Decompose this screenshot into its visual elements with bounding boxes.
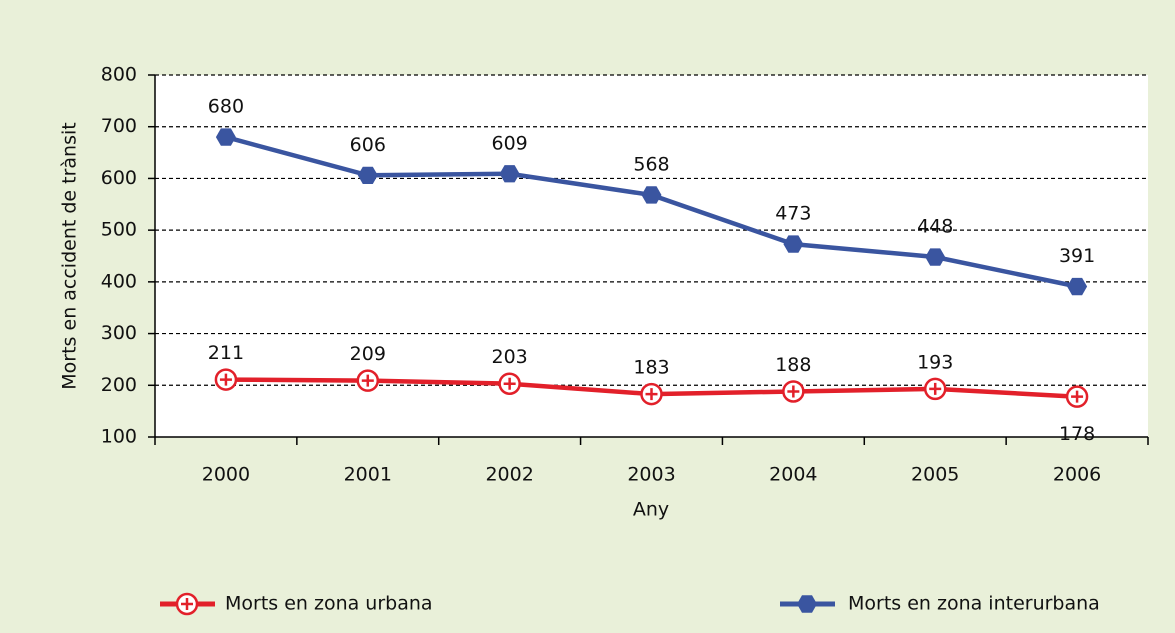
y-tick-label: 400: [101, 270, 137, 292]
x-tick-label: 2001: [344, 464, 392, 486]
marker-plus: [181, 598, 193, 610]
marker-plus: [1071, 390, 1084, 403]
marker: [498, 372, 521, 395]
marker: [641, 186, 662, 204]
marker: [1067, 277, 1088, 296]
marker-plus: [929, 382, 942, 395]
data-label: 609: [492, 132, 528, 154]
x-tick-label: 2005: [911, 464, 959, 486]
legend-label: Morts en zona urbana: [225, 593, 433, 615]
legend-label: Morts en zona interurbana: [848, 593, 1100, 615]
plot-area: [155, 75, 1148, 437]
x-axis-title: Any: [633, 499, 669, 521]
data-label: 473: [775, 203, 811, 225]
marker: [925, 248, 946, 266]
marker: [499, 165, 520, 183]
data-label: 448: [917, 216, 953, 238]
marker: [1065, 385, 1089, 408]
marker: [923, 377, 947, 401]
data-label: 183: [633, 357, 669, 379]
data-label: 211: [208, 342, 244, 364]
marker-plus: [787, 385, 800, 398]
x-tick-label: 2002: [485, 464, 533, 486]
marker: [214, 368, 238, 391]
marker: [783, 235, 804, 253]
data-label: 606: [350, 134, 386, 156]
marker-plus: [361, 374, 374, 387]
marker-plus: [645, 388, 658, 401]
marker: [640, 382, 663, 406]
data-label: 178: [1059, 423, 1095, 445]
y-tick-label: 600: [101, 167, 137, 189]
marker: [175, 592, 199, 616]
y-tick-label: 500: [101, 219, 137, 241]
y-tick-label: 700: [101, 115, 137, 137]
x-tick-label: 2000: [202, 464, 250, 486]
y-axis-title: Morts en accident de trànsit: [59, 122, 81, 389]
marker: [215, 128, 236, 146]
data-label: 193: [917, 351, 953, 373]
marker: [782, 380, 805, 403]
x-tick-label: 2003: [627, 464, 675, 486]
x-tick-label: 2006: [1053, 464, 1101, 486]
marker: [357, 166, 378, 184]
y-tick-label: 800: [101, 64, 137, 86]
marker: [356, 369, 380, 392]
marker-plus: [503, 377, 516, 390]
y-tick-label: 200: [101, 374, 137, 396]
data-label: 568: [633, 153, 669, 175]
data-label: 680: [208, 96, 244, 118]
marker-plus: [219, 373, 232, 386]
y-tick-label: 100: [101, 426, 137, 448]
marker: [797, 595, 817, 613]
data-label: 209: [350, 343, 386, 365]
data-label: 203: [492, 346, 528, 368]
data-label: 188: [775, 354, 811, 376]
y-tick-label: 300: [101, 322, 137, 344]
data-label: 391: [1059, 245, 1095, 267]
x-tick-label: 2004: [769, 464, 817, 486]
